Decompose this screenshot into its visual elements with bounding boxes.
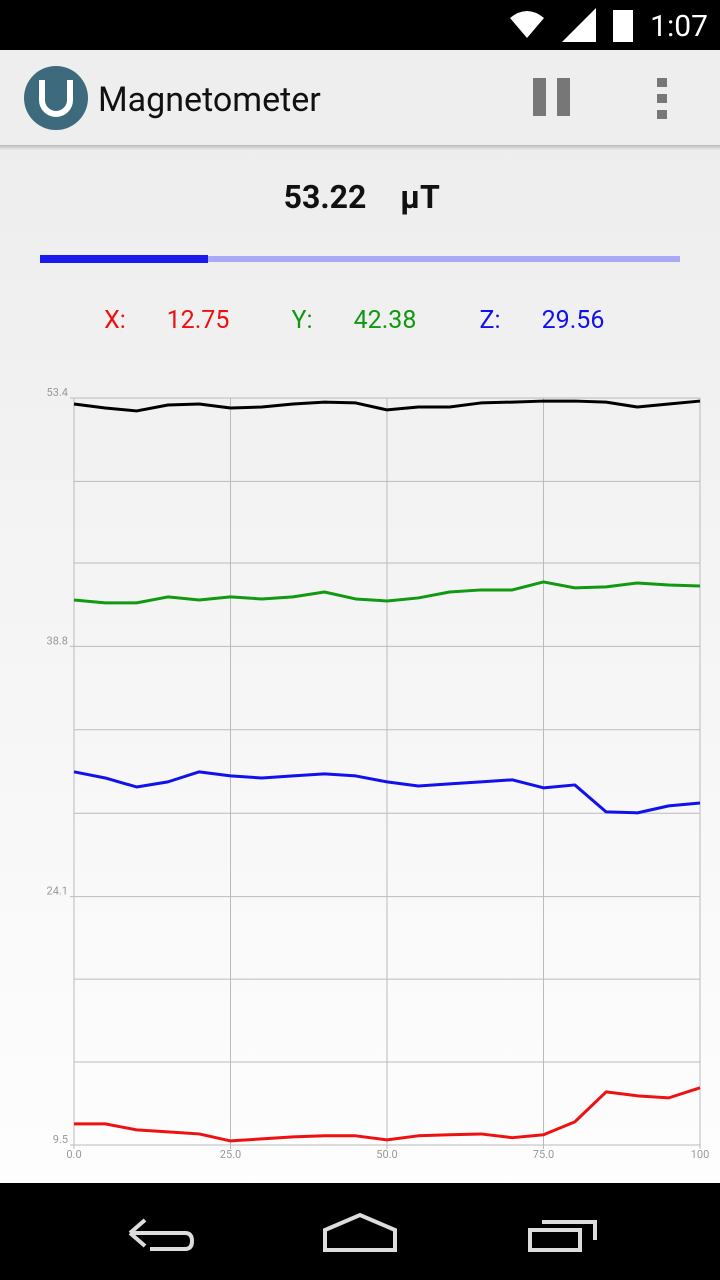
menu-dot <box>657 110 667 119</box>
series-line <box>74 1086 701 1143</box>
app-bar <box>0 50 720 145</box>
x-tick-label: 25.0 <box>220 1148 241 1161</box>
series-line <box>73 399 701 413</box>
menu-dot <box>657 94 667 103</box>
reading-value: 12.75 <box>167 306 230 335</box>
x-tick-label: 50.0 <box>376 1148 397 1161</box>
app-icon[interactable] <box>24 66 88 130</box>
reading-label: X: <box>104 306 126 335</box>
app-bar-shadow <box>0 145 720 150</box>
overflow-menu[interactable] <box>657 78 667 119</box>
y-tick-label: 38.8 <box>47 634 68 647</box>
clock: 1:07 <box>650 9 708 44</box>
pause-button[interactable] <box>533 78 570 116</box>
progress-fill <box>40 255 208 263</box>
menu-dot <box>657 78 667 87</box>
home-button[interactable] <box>323 1212 397 1252</box>
reading-label: Z: <box>479 306 500 335</box>
x-tick-label: 0.0 <box>66 1148 81 1161</box>
app-title: Magnetometer <box>98 80 321 120</box>
magnitude-value: 53.22 <box>284 178 367 216</box>
back-button[interactable] <box>128 1218 195 1251</box>
wifi-icon <box>510 11 544 38</box>
y-tick-label: 24.1 <box>47 885 68 898</box>
magnitude-unit: µT <box>400 178 440 216</box>
pause-bar <box>533 78 546 116</box>
series-line <box>73 580 701 605</box>
app-icon-magnet <box>39 80 73 117</box>
recents-button[interactable] <box>528 1220 597 1252</box>
battery-icon <box>613 10 633 42</box>
nav-bar <box>0 1183 720 1280</box>
pause-bar <box>557 78 570 116</box>
reading-label: Y: <box>291 306 312 335</box>
status-bar <box>0 0 720 50</box>
series-line <box>73 770 701 815</box>
progress-track <box>40 256 680 262</box>
x-tick-label: 75.0 <box>533 1148 554 1161</box>
y-tick-label: 9.5 <box>53 1133 68 1146</box>
signal-icon <box>562 8 596 42</box>
reading-value: 42.38 <box>354 306 417 335</box>
y-tick-label: 53.4 <box>47 386 68 399</box>
reading-value: 29.56 <box>542 306 605 335</box>
x-tick-label: 100 <box>691 1148 710 1161</box>
